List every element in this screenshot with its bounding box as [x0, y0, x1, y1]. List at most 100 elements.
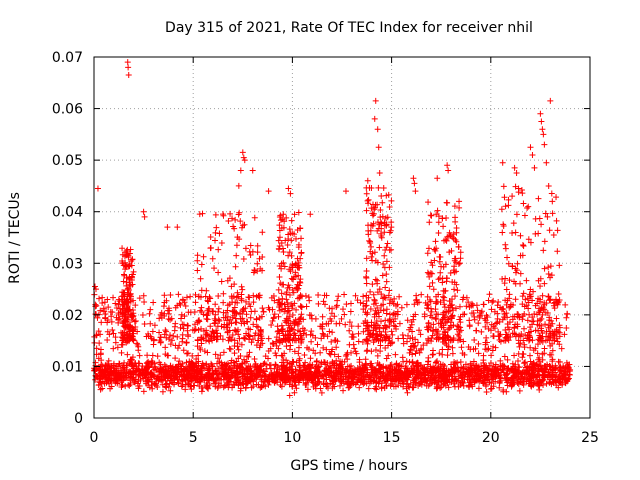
data-point: [243, 311, 250, 318]
data-point: [284, 303, 291, 310]
data-point: [525, 305, 532, 312]
data-point: [497, 357, 504, 364]
data-point: [380, 372, 387, 379]
data-point: [254, 249, 261, 256]
data-point: [248, 384, 255, 391]
data-point: [432, 247, 439, 254]
data-point: [267, 345, 274, 352]
data-point: [235, 182, 242, 189]
data-point: [229, 331, 236, 338]
data-point: [296, 282, 303, 289]
data-point: [129, 312, 136, 319]
data-point: [529, 318, 536, 325]
data-point: [473, 302, 480, 309]
data-point: [326, 305, 333, 312]
data-point: [347, 308, 354, 315]
data-point: [127, 357, 134, 364]
data-point: [505, 196, 512, 203]
data-point: [297, 303, 304, 310]
data-point: [334, 297, 341, 304]
data-point: [335, 375, 342, 382]
data-point: [483, 381, 490, 388]
data-point: [170, 333, 177, 340]
data-point: [204, 384, 211, 391]
data-point: [97, 375, 104, 382]
data-point: [307, 211, 314, 218]
data-point: [248, 372, 255, 379]
chart-title: Day 315 of 2021, Rate Of TEC Index for r…: [165, 20, 533, 36]
data-point: [475, 385, 482, 392]
data-point: [232, 327, 239, 334]
data-point: [315, 375, 322, 382]
data-point: [455, 332, 462, 339]
data-point: [363, 336, 370, 343]
data-point: [553, 217, 560, 224]
data-point: [416, 373, 423, 380]
data-point: [225, 378, 232, 385]
data-point: [295, 327, 302, 334]
data-point: [433, 293, 440, 300]
data-point: [381, 252, 388, 259]
data-point: [272, 362, 279, 369]
data-point: [218, 278, 225, 285]
data-point: [499, 159, 506, 166]
data-point: [442, 261, 449, 268]
data-point: [502, 297, 509, 304]
data-point: [519, 293, 526, 300]
data-point: [505, 202, 512, 209]
data-point: [443, 214, 450, 221]
data-point: [240, 154, 247, 161]
data-point: [487, 385, 494, 392]
data-point: [443, 199, 450, 206]
data-point: [303, 382, 310, 389]
data-point: [525, 380, 532, 387]
data-point: [186, 358, 193, 365]
data-point: [91, 283, 98, 290]
data-point: [212, 229, 219, 236]
data-point: [421, 313, 428, 320]
data-point: [429, 332, 436, 339]
data-point: [192, 326, 199, 333]
data-point: [385, 337, 392, 344]
data-point: [232, 299, 239, 306]
data-point: [409, 351, 416, 358]
y-tick-label: 0.03: [52, 256, 83, 272]
data-point: [94, 372, 101, 379]
data-point: [295, 371, 302, 378]
data-point: [488, 321, 495, 328]
data-point: [184, 327, 191, 334]
data-point: [206, 305, 213, 312]
data-point: [503, 286, 510, 293]
data-point: [446, 249, 453, 256]
data-point: [525, 203, 532, 210]
data-point: [482, 339, 489, 346]
data-point: [121, 301, 128, 308]
data-point: [541, 345, 548, 352]
data-point: [510, 301, 517, 308]
data-point: [514, 323, 521, 330]
data-point: [281, 367, 288, 374]
data-point: [210, 375, 217, 382]
data-point: [174, 224, 181, 231]
data-point: [446, 298, 453, 305]
data-point: [536, 296, 543, 303]
data-point: [369, 210, 376, 217]
data-point: [244, 353, 251, 360]
data-point: [215, 292, 222, 299]
data-point: [489, 347, 496, 354]
data-point: [345, 370, 352, 377]
data-point: [388, 367, 395, 374]
data-point: [556, 379, 563, 386]
data-point: [550, 302, 557, 309]
data-point: [528, 373, 535, 380]
data-point: [119, 245, 126, 252]
data-point: [136, 382, 143, 389]
data-point: [129, 271, 136, 278]
data-point: [278, 290, 285, 297]
data-point: [529, 337, 536, 344]
data-point: [241, 157, 248, 164]
data-point: [432, 306, 439, 313]
data-point: [433, 211, 440, 218]
data-point: [323, 376, 330, 383]
data-point: [389, 366, 396, 373]
